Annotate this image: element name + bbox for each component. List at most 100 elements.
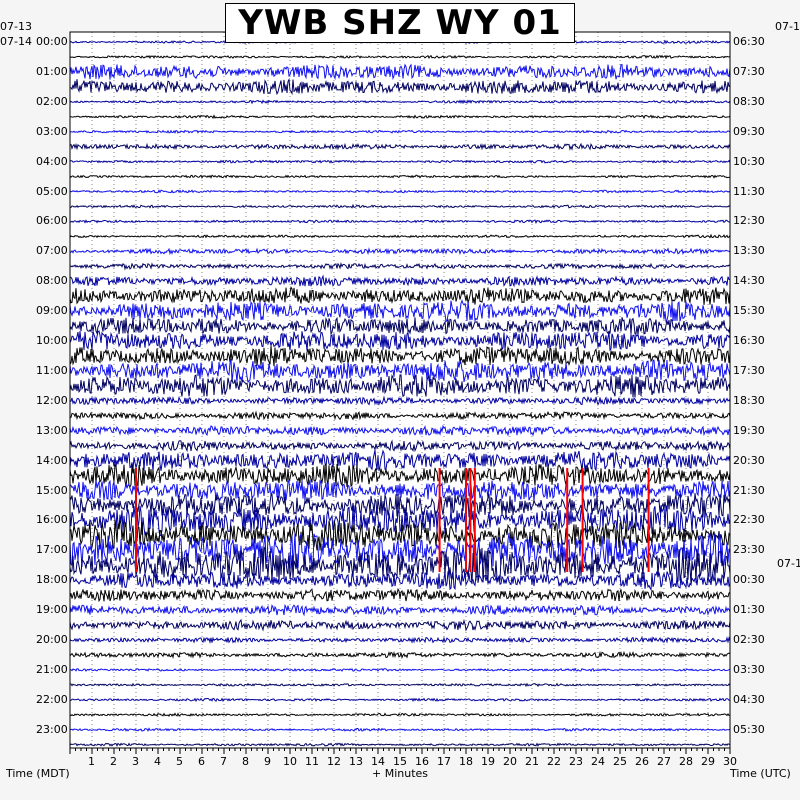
left-time-label: 06:00 <box>36 214 68 228</box>
right-time-label: 23:30 <box>733 543 765 557</box>
left-time-label: 16:00 <box>36 513 68 527</box>
trace-row <box>69 274 731 288</box>
trace-row <box>69 588 731 603</box>
left-time-label: 09:00 <box>36 304 68 318</box>
x-tick-label: 17 <box>437 755 451 768</box>
left-date: 07-14 <box>0 35 32 48</box>
trace-row <box>69 159 731 164</box>
left-time-label: 20:00 <box>36 633 68 646</box>
trace-row <box>69 603 731 617</box>
x-tick-label: 4 <box>154 755 161 768</box>
x-tick-label: 12 <box>327 755 341 768</box>
trace-row <box>69 667 731 672</box>
x-tick-label: 2 <box>110 755 117 768</box>
trace-row <box>69 77 731 96</box>
right-time-label: 17:30 <box>733 363 765 377</box>
x-axis-ticks <box>69 748 731 754</box>
trace-row <box>69 142 731 151</box>
x-tick-label: 5 <box>176 755 183 768</box>
trace-row <box>69 742 731 747</box>
right-time-label: 15:30 <box>733 304 765 318</box>
trace-row <box>69 54 731 60</box>
x-tick-label: 26 <box>635 755 649 768</box>
right-date-next: 07-1 <box>777 557 800 570</box>
x-tick-label: 14 <box>371 755 385 768</box>
x-tick-label: 10 <box>283 755 297 768</box>
trace-row <box>69 571 731 592</box>
x-tick-label: 24 <box>591 755 605 768</box>
x-tick-label: 1 <box>88 755 95 768</box>
right-time-label: 20:30 <box>733 453 765 467</box>
right-time-label: 10:30 <box>733 154 765 168</box>
right-time-label: 11:30 <box>733 184 765 198</box>
right-time-label: 07:30 <box>733 64 765 78</box>
trace-row <box>69 189 731 194</box>
x-tick-label: 22 <box>547 755 561 768</box>
right-time-label: 22:30 <box>733 513 765 527</box>
right-time-label: 00:30 <box>733 573 765 587</box>
x-tick-label: 19 <box>481 755 495 768</box>
trace-row <box>69 449 731 472</box>
right-time-label: 09:30 <box>733 124 765 138</box>
right-time-label: 13:30 <box>733 244 765 258</box>
x-axis-label: + Minutes <box>372 767 429 780</box>
x-tick-label: 7 <box>220 755 227 768</box>
trace-row <box>69 519 731 551</box>
trace-row <box>69 712 731 717</box>
right-time-label: 14:30 <box>733 274 765 288</box>
left-time-label: 15:00 <box>36 483 68 497</box>
right-time-label: 06:30 <box>733 35 765 48</box>
trace-row <box>69 682 731 688</box>
trace-row <box>69 99 731 105</box>
right-time-label: 01:30 <box>733 603 765 617</box>
left-time-label: 18:00 <box>36 573 68 587</box>
right-time-label: 19:30 <box>733 423 765 437</box>
trace-row <box>69 374 731 398</box>
x-tick-label: 23 <box>569 755 583 768</box>
trace-row <box>69 219 731 224</box>
x-tick-label: 9 <box>264 755 271 768</box>
trace-row <box>69 727 731 733</box>
left-date-previous: 07-13 <box>0 20 32 33</box>
left-time-label: 04:00 <box>36 154 68 168</box>
left-time-label: 23:00 <box>36 722 68 736</box>
x-tick-label: 13 <box>349 755 363 768</box>
x-tick-label: 6 <box>198 755 205 768</box>
left-time-label: 21:00 <box>36 662 68 676</box>
trace-row <box>69 174 731 179</box>
x-tick-label: 30 <box>723 755 737 768</box>
left-time-label: 22:00 <box>36 692 68 706</box>
trace-row <box>69 203 731 209</box>
x-tick-label: 11 <box>305 755 319 768</box>
left-time-label: 12:00 <box>36 393 68 407</box>
left-time-label: 17:00 <box>36 543 68 557</box>
left-time-label: 08:00 <box>36 274 68 288</box>
left-time-label: 03:00 <box>36 124 68 138</box>
chart-title: YWB SHZ WY 01 <box>225 3 575 43</box>
right-time-label: 12:30 <box>733 214 765 228</box>
left-time-label: 14:00 <box>36 453 68 467</box>
right-time-label: 18:30 <box>733 393 765 407</box>
left-time-label: 13:00 <box>36 423 68 437</box>
y-axis-label-left: Time (MDT) <box>6 767 70 780</box>
left-time-label: 10:00 <box>36 334 68 347</box>
trace-row <box>69 697 731 703</box>
right-time-label: 08:30 <box>733 94 765 108</box>
right-date-previous: 07-1 <box>775 20 800 33</box>
trace-row <box>69 439 731 453</box>
trace-row <box>69 618 731 632</box>
right-time-label: 03:30 <box>733 662 765 676</box>
trace-row <box>69 247 731 256</box>
x-tick-label: 16 <box>415 755 429 768</box>
trace-row <box>69 650 731 660</box>
trace-row <box>69 316 731 336</box>
x-tick-label: 21 <box>525 755 539 768</box>
left-time-label: 02:00 <box>36 94 68 108</box>
right-time-label: 05:30 <box>733 722 765 736</box>
right-time-label: 02:30 <box>733 633 765 646</box>
trace-row <box>69 546 731 585</box>
x-tick-label: 28 <box>679 755 693 768</box>
y-axis-label-right: Time (UTC) <box>730 767 791 780</box>
right-time-label: 21:30 <box>733 483 765 497</box>
